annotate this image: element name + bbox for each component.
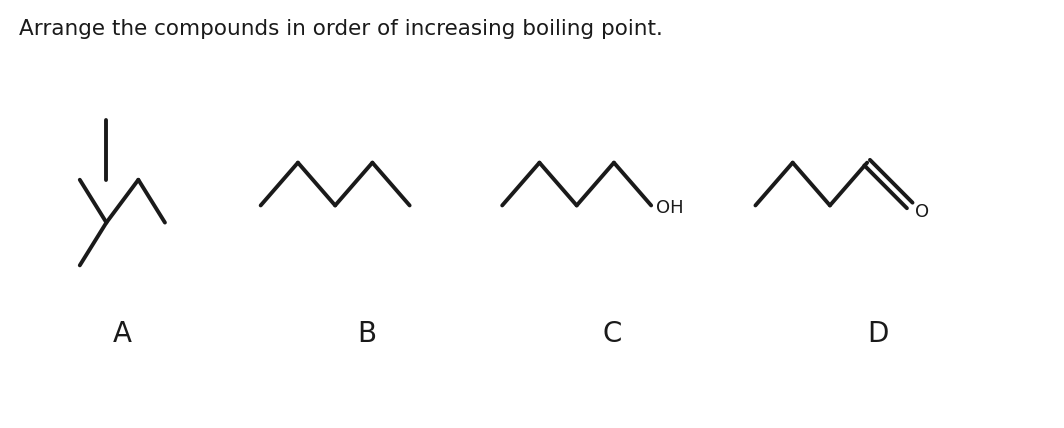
- Text: B: B: [358, 320, 377, 348]
- Text: O: O: [915, 203, 929, 221]
- Text: OH: OH: [656, 199, 684, 217]
- Text: Arrange the compounds in order of increasing boiling point.: Arrange the compounds in order of increa…: [19, 19, 663, 39]
- Text: A: A: [113, 320, 132, 348]
- Text: C: C: [602, 320, 621, 348]
- Text: D: D: [867, 320, 888, 348]
